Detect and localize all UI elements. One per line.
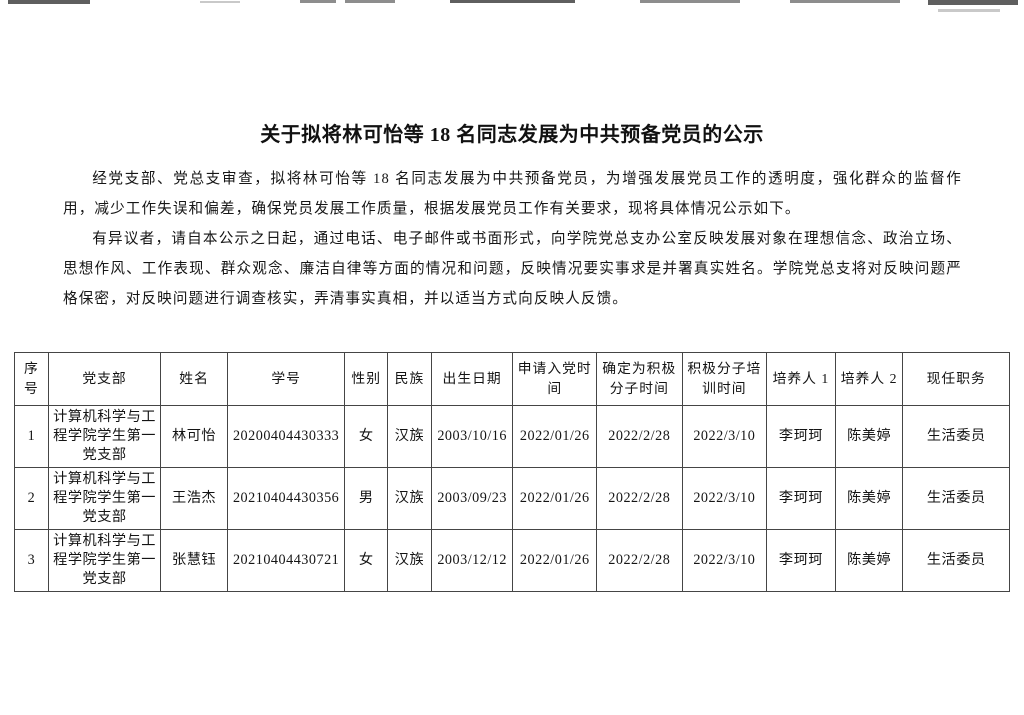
cell-activist-time: 2022/2/28: [596, 467, 683, 530]
cell-apply-time: 2022/01/26: [512, 529, 598, 592]
cell-ethnicity: 汉族: [387, 529, 432, 592]
column-header-student-id: 学号: [226, 352, 346, 406]
cell-cultivator-1: 李珂珂: [766, 405, 836, 468]
cell-activist-time: 2022/2/28: [596, 529, 683, 592]
table-row: 1 计算机科学与工程学院学生第一党支部 林可怡 20200404430333 女…: [14, 405, 1010, 468]
cell-current-duty: 生活委员: [902, 467, 1010, 530]
cell-training-time: 2022/3/10: [681, 529, 768, 592]
cell-name: 王浩杰: [160, 467, 228, 530]
column-header-name: 姓名: [160, 352, 228, 406]
document-body: 经党支部、党总支审查，拟将林可怡等 18 名同志发展为中共预备党员，为增强发展党…: [63, 164, 962, 314]
candidates-table: 序号 党支部 姓名 学号 性别 民族 出生日期 申请入党时间 确定为积极分子时间…: [14, 352, 1010, 592]
cell-gender: 女: [344, 529, 389, 592]
scan-artifact: [928, 0, 1018, 5]
cell-cultivator-2: 陈美婷: [834, 405, 904, 468]
column-header-cultivator-2: 培养人 2: [834, 352, 904, 406]
table-row: 3 计算机科学与工程学院学生第一党支部 张慧钰 20210404430721 女…: [14, 529, 1010, 592]
cell-name: 林可怡: [160, 405, 228, 468]
cell-activist-time: 2022/2/28: [596, 405, 683, 468]
table-header-row: 序号 党支部 姓名 学号 性别 民族 出生日期 申请入党时间 确定为积极分子时间…: [14, 352, 1010, 406]
cell-gender: 女: [344, 405, 389, 468]
cell-student-id: 20200404430333: [226, 405, 346, 468]
cell-current-duty: 生活委员: [902, 529, 1010, 592]
paragraph-objection: 有异议者，请自本公示之日起，通过电话、电子邮件或书面形式，向学院党总支办公室反映…: [63, 231, 962, 307]
cell-apply-time: 2022/01/26: [512, 467, 598, 530]
cell-gender: 男: [344, 467, 389, 530]
column-header-gender: 性别: [344, 352, 389, 406]
column-header-birth-date: 出生日期: [430, 352, 514, 406]
column-header-current-duty: 现任职务: [902, 352, 1010, 406]
cell-training-time: 2022/3/10: [681, 405, 768, 468]
scan-artifact: [790, 0, 900, 3]
column-header-number: 序号: [14, 352, 49, 406]
cell-cultivator-2: 陈美婷: [834, 529, 904, 592]
paragraph-intro: 经党支部、党总支审查，拟将林可怡等 18 名同志发展为中共预备党员，为增强发展党…: [63, 171, 962, 217]
scan-artifact: [450, 0, 575, 3]
cell-ethnicity: 汉族: [387, 467, 432, 530]
cell-birth-date: 2003/12/12: [430, 529, 514, 592]
scan-artifact: [345, 0, 395, 3]
page-title: 关于拟将林可怡等 18 名同志发展为中共预备党员的公示: [260, 124, 764, 146]
cell-current-duty: 生活委员: [902, 405, 1010, 468]
cell-birth-date: 2003/10/16: [430, 405, 514, 468]
scan-artifact: [938, 9, 1000, 12]
cell-number: 3: [14, 529, 49, 592]
cell-number: 1: [14, 405, 49, 468]
table-row: 2 计算机科学与工程学院学生第一党支部 王浩杰 20210404430356 男…: [14, 467, 1010, 530]
scan-artifact: [8, 0, 90, 4]
cell-student-id: 20210404430721: [226, 529, 346, 592]
cell-training-time: 2022/3/10: [681, 467, 768, 530]
cell-birth-date: 2003/09/23: [430, 467, 514, 530]
cell-number: 2: [14, 467, 49, 530]
column-header-party-branch: 党支部: [47, 352, 162, 406]
scan-artifact: [200, 1, 240, 3]
cell-apply-time: 2022/01/26: [512, 405, 598, 468]
cell-cultivator-2: 陈美婷: [834, 467, 904, 530]
cell-party-branch: 计算机科学与工程学院学生第一党支部: [47, 405, 162, 468]
column-header-training-time: 积极分子培训时间: [681, 352, 768, 406]
scan-artifact: [640, 0, 740, 3]
column-header-cultivator-1: 培养人 1: [766, 352, 836, 406]
column-header-ethnicity: 民族: [387, 352, 432, 406]
cell-student-id: 20210404430356: [226, 467, 346, 530]
column-header-activist-time: 确定为积极分子时间: [596, 352, 683, 406]
cell-cultivator-1: 李珂珂: [766, 529, 836, 592]
cell-cultivator-1: 李珂珂: [766, 467, 836, 530]
cell-name: 张慧钰: [160, 529, 228, 592]
column-header-apply-time: 申请入党时间: [512, 352, 598, 406]
cell-ethnicity: 汉族: [387, 405, 432, 468]
scan-artifact: [300, 0, 336, 3]
cell-party-branch: 计算机科学与工程学院学生第一党支部: [47, 529, 162, 592]
cell-party-branch: 计算机科学与工程学院学生第一党支部: [47, 467, 162, 530]
